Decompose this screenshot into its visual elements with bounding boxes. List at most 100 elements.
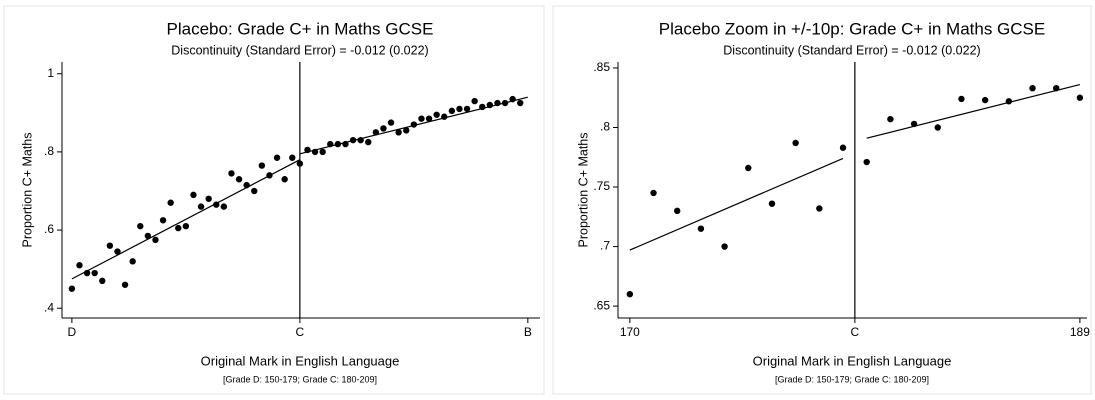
data-point xyxy=(910,120,918,128)
y-tick-label: .4 xyxy=(44,300,54,314)
data-point xyxy=(213,201,220,208)
data-point xyxy=(251,187,258,195)
data-point xyxy=(1029,84,1036,92)
data-point xyxy=(319,148,326,156)
data-point xyxy=(114,248,121,255)
data-point xyxy=(182,222,190,230)
data-point xyxy=(76,262,83,269)
x-axis-note: [Grade D: 150-179; Grade C: 180-209] xyxy=(223,374,377,384)
x-tick-label: D xyxy=(68,325,77,339)
y-tick-label: .65 xyxy=(593,298,610,312)
x-axis-label: Original Mark in English Language xyxy=(753,353,952,368)
data-point xyxy=(258,162,266,169)
data-point xyxy=(501,99,509,107)
data-point xyxy=(380,125,387,132)
data-point xyxy=(167,199,174,206)
data-point xyxy=(235,176,243,183)
y-axis-label: Proportion C+ Maths xyxy=(576,133,590,248)
data-point xyxy=(349,136,357,144)
y-tick-label: 1 xyxy=(47,66,54,80)
data-point xyxy=(327,140,334,148)
data-point xyxy=(816,205,823,212)
data-point xyxy=(650,189,657,197)
data-point xyxy=(418,115,425,122)
data-point xyxy=(91,269,98,277)
panel-frame xyxy=(3,5,545,395)
data-point xyxy=(159,217,167,224)
data-point xyxy=(137,222,144,230)
fit-line xyxy=(629,157,844,251)
data-point xyxy=(175,224,182,232)
x-axis-note: [Grade D: 150-179; Grade C: 180-209] xyxy=(775,374,929,384)
data-point xyxy=(121,281,129,288)
data-point xyxy=(441,113,448,120)
data-point xyxy=(433,111,440,118)
data-point xyxy=(311,148,319,156)
data-point xyxy=(1005,98,1013,105)
data-point xyxy=(721,243,728,250)
data-point xyxy=(626,290,634,298)
data-point xyxy=(456,105,463,113)
data-point xyxy=(425,115,433,122)
data-point xyxy=(674,207,681,215)
data-point xyxy=(273,154,281,161)
data-point xyxy=(479,103,486,111)
data-point xyxy=(745,164,752,172)
data-point xyxy=(281,176,288,183)
data-point xyxy=(228,170,235,177)
y-tick-label: .6 xyxy=(44,222,54,236)
data-point xyxy=(243,181,250,189)
data-point xyxy=(697,225,705,232)
data-point xyxy=(83,269,91,277)
x-tick-label: C xyxy=(851,325,860,339)
data-point xyxy=(129,258,136,265)
data-point xyxy=(1053,84,1060,92)
x-axis-label: Original Mark in English Language xyxy=(201,353,400,368)
chart-title: Placebo: Grade C+ in Maths GCSE xyxy=(167,19,434,38)
y-tick-label: .75 xyxy=(593,179,610,193)
data-point xyxy=(68,285,76,292)
fit-line xyxy=(866,84,1081,139)
data-point xyxy=(863,158,870,166)
chart-subtitle: Discontinuity (Standard Error) = -0.012 … xyxy=(723,43,980,57)
data-point xyxy=(448,107,456,115)
data-point xyxy=(197,203,205,210)
x-tick-label: C xyxy=(296,325,305,339)
data-point xyxy=(190,191,197,199)
data-point xyxy=(266,172,273,179)
data-point xyxy=(387,119,395,126)
chart-subtitle: Discontinuity (Standard Error) = -0.012 … xyxy=(171,43,428,57)
data-point xyxy=(1076,94,1084,101)
data-point xyxy=(334,140,342,148)
y-tick-label: .8 xyxy=(600,120,610,134)
data-point xyxy=(509,95,516,103)
data-point xyxy=(304,146,311,154)
data-point xyxy=(792,139,799,147)
y-tick-label: .8 xyxy=(44,144,54,158)
data-point xyxy=(205,195,212,202)
y-axis-label: Proportion C+ Maths xyxy=(20,133,34,248)
x-tick-label: 170 xyxy=(620,325,640,339)
y-tick-label: .85 xyxy=(593,60,610,74)
data-point xyxy=(768,200,776,207)
x-tick-label: B xyxy=(524,325,532,339)
data-point xyxy=(357,136,364,144)
data-point xyxy=(144,232,152,240)
data-point xyxy=(395,129,402,136)
data-point xyxy=(365,138,372,146)
data-point xyxy=(289,154,296,161)
data-point xyxy=(981,96,989,104)
x-tick-label: 189 xyxy=(1070,325,1090,339)
data-point xyxy=(410,121,418,128)
data-point xyxy=(494,99,501,107)
fit-line xyxy=(71,159,301,280)
data-point xyxy=(342,140,349,148)
data-point xyxy=(958,95,965,103)
data-point xyxy=(887,115,894,123)
y-tick-label: .7 xyxy=(600,239,610,253)
data-point xyxy=(463,105,471,113)
data-point xyxy=(934,124,941,131)
data-point xyxy=(106,242,114,249)
